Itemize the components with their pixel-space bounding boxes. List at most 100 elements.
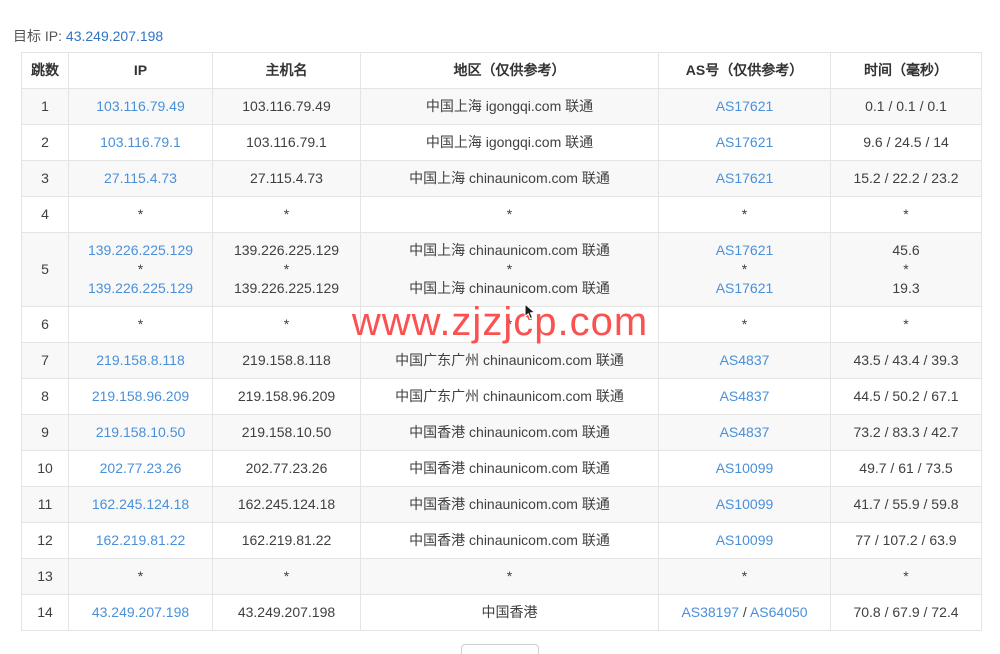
host-cell: 103.116.79.1 xyxy=(212,124,361,161)
cell-text: 103.116.79.1 xyxy=(246,134,327,150)
cell-text: 15.2 / 22.2 / 23.2 xyxy=(853,170,959,186)
as-cell: AS17621 * AS17621 xyxy=(658,232,831,307)
table-row: 5 139.226.225.129 * 139.226.225.129 139.226.… xyxy=(21,232,982,307)
ip-cell: 139.226.225.129 * 139.226.225.129 xyxy=(68,232,213,307)
region-cell: 中国香港 chinaunicom.com 联通 xyxy=(360,450,659,487)
as-link[interactable]: AS17621 xyxy=(715,280,774,296)
time-cell: 0.1 / 0.1 / 0.1 xyxy=(830,88,982,125)
as-link[interactable]: AS64050 xyxy=(749,604,808,620)
as-cell: * xyxy=(658,306,831,343)
ip-link[interactable]: 219.158.10.50 xyxy=(95,424,186,440)
hop-cell: 12 xyxy=(21,522,69,559)
as-cell: AS10099 xyxy=(658,522,831,559)
as-link[interactable]: AS17621 xyxy=(715,134,774,150)
ip-link[interactable]: 27.115.4.73 xyxy=(104,170,177,186)
host-cell: 202.77.23.26 xyxy=(212,450,361,487)
cell-text: 9 xyxy=(41,424,49,440)
as-link[interactable]: AS38197 xyxy=(681,604,740,620)
region-cell: 中国广东广州 chinaunicom.com 联通 xyxy=(360,378,659,415)
as-link[interactable]: AS10099 xyxy=(715,532,774,548)
cell-text: 139.226.225.129 xyxy=(233,242,340,258)
table-row: 14 43.249.207.198 43.249.207.198 中国香港 AS3819… xyxy=(21,594,982,631)
ip-link[interactable]: 162.219.81.22 xyxy=(95,532,186,548)
host-cell: 27.115.4.73 xyxy=(212,160,361,197)
cell-text: 219.158.8.118 xyxy=(242,352,331,368)
region-cell: 中国香港 chinaunicom.com 联通 xyxy=(360,522,659,559)
cell-text: * xyxy=(283,206,290,222)
region-cell: 中国香港 xyxy=(360,594,659,631)
ip-link[interactable]: 219.158.8.118 xyxy=(96,352,185,368)
table-row: 2 103.116.79.1 103.116.79.1 中国上海 igongqi.co… xyxy=(21,124,982,161)
ip-cell: 27.115.4.73 xyxy=(68,160,213,197)
cell-text: 70.8 / 67.9 / 72.4 xyxy=(853,604,959,620)
cell-text: 219.158.10.50 xyxy=(241,424,332,440)
hop-cell: 4 xyxy=(21,196,69,233)
ip-cell: 219.158.10.50 xyxy=(68,414,213,451)
host-cell: 219.158.96.209 xyxy=(212,378,361,415)
cell-text: 103.116.79.49 xyxy=(242,98,331,114)
as-link[interactable]: AS10099 xyxy=(715,460,774,476)
as-link[interactable]: AS4837 xyxy=(719,388,770,404)
ip-cell: 219.158.96.209 xyxy=(68,378,213,415)
as-link[interactable]: AS4837 xyxy=(719,424,770,440)
table-row: 11 162.245.124.18 162.245.124.18 中国香港 china… xyxy=(21,486,982,523)
bottom-button[interactable] xyxy=(461,644,539,654)
cell-text: 9.6 / 24.5 / 14 xyxy=(863,134,949,150)
host-cell: 43.249.207.198 xyxy=(212,594,361,631)
time-cell: 49.7 / 61 / 73.5 xyxy=(830,450,982,487)
time-cell: 43.5 / 43.4 / 39.3 xyxy=(830,342,982,379)
cell-text: 10 xyxy=(37,460,53,476)
cell-text: 中国上海 chinaunicom.com 联通 xyxy=(409,242,610,258)
region-cell: * xyxy=(360,306,659,343)
table-row: 7 219.158.8.118 219.158.8.118 中国广东广州 chinau… xyxy=(21,342,982,379)
ip-link[interactable]: 43.249.207.198 xyxy=(91,604,190,620)
cell-text: * xyxy=(283,261,290,277)
as-cell: AS10099 xyxy=(658,486,831,523)
as-cell: AS17621 xyxy=(658,124,831,161)
cell-text: 4 xyxy=(41,206,49,222)
target-ip-line: 目标 IP: 43.249.207.198 xyxy=(13,26,163,46)
time-cell: * xyxy=(830,196,982,233)
as-link[interactable]: AS17621 xyxy=(715,242,774,258)
col-header-time: 时间（毫秒） xyxy=(830,52,982,89)
ip-link[interactable]: 103.116.79.49 xyxy=(96,98,185,114)
cell-text: 7 xyxy=(41,352,49,368)
cell-text: 43.249.207.198 xyxy=(237,604,336,620)
ip-link[interactable]: 103.116.79.1 xyxy=(100,134,181,150)
cell-text: 中国上海 chinaunicom.com 联通 xyxy=(409,170,610,186)
time-cell: * xyxy=(830,558,982,595)
hop-cell: 6 xyxy=(21,306,69,343)
cell-text: 14 xyxy=(37,604,53,620)
table-header-row: 跳数 IP 主机名 地区（仅供参考） AS号（仅供参考） 时间（毫秒） xyxy=(21,52,982,89)
cell-text: 中国香港 chinaunicom.com 联通 xyxy=(409,532,610,548)
time-cell: 45.6 * 19.3 xyxy=(830,232,982,307)
ip-link[interactable]: 219.158.96.209 xyxy=(91,388,190,404)
cell-text: 73.2 / 83.3 / 42.7 xyxy=(853,424,959,440)
ip-link[interactable]: 162.245.124.18 xyxy=(91,496,190,512)
cell-text: 45.6 xyxy=(892,242,920,258)
as-link[interactable]: AS4837 xyxy=(719,352,770,368)
host-cell: 162.245.124.18 xyxy=(212,486,361,523)
cell-text: * xyxy=(137,206,144,222)
table-row: 12 162.219.81.22 162.219.81.22 中国香港 chinaun… xyxy=(21,522,982,559)
target-ip-value: 43.249.207.198 xyxy=(65,28,164,44)
hop-cell: 7 xyxy=(21,342,69,379)
cell-text: * xyxy=(506,568,513,584)
cell-text: * xyxy=(506,316,513,332)
ip-link[interactable]: 202.77.23.26 xyxy=(99,460,182,476)
cell-text: 27.115.4.73 xyxy=(250,170,323,186)
as-link[interactable]: AS10099 xyxy=(715,496,774,512)
region-cell: 中国广东广州 chinaunicom.com 联通 xyxy=(360,342,659,379)
cell-text: / xyxy=(739,604,750,620)
as-link[interactable]: AS17621 xyxy=(715,98,774,114)
cell-text: 202.77.23.26 xyxy=(245,460,328,476)
cell-text: 2 xyxy=(41,134,49,150)
hop-cell: 14 xyxy=(21,594,69,631)
target-ip-label: 目标 IP: xyxy=(13,28,63,44)
as-link[interactable]: AS17621 xyxy=(715,170,774,186)
hop-cell: 2 xyxy=(21,124,69,161)
cell-text: 中国上海 igongqi.com 联通 xyxy=(425,98,594,114)
hop-cell: 8 xyxy=(21,378,69,415)
ip-link[interactable]: 139.226.225.129 xyxy=(87,280,194,296)
ip-link[interactable]: 139.226.225.129 xyxy=(87,242,194,258)
